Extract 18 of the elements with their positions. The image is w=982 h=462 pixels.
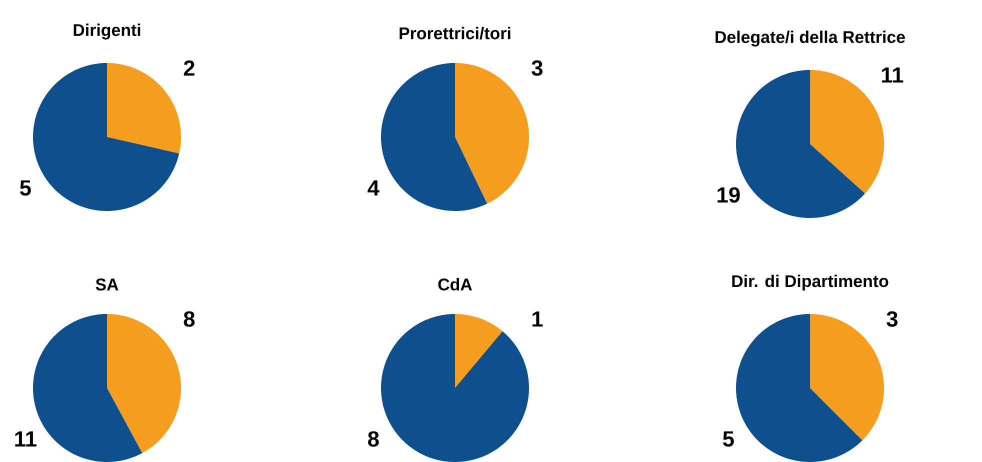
data-label: 8 [368,431,379,447]
chart-title: CdA [438,278,472,290]
chart-title: Dirigenti [74,24,140,40]
data-label: 5 [20,180,31,196]
chart-title: Dir. di Dipartimento [732,274,888,290]
data-label: 19 [718,187,740,203]
data-label: 1 [532,311,543,327]
chart-title: Prorettrici/tori [400,26,510,40]
data-label: 11 [882,67,904,83]
data-label: 3 [532,60,543,76]
chart-title: SA [96,278,118,290]
data-label: 5 [723,431,734,447]
chart-title: Delegate/i della Rettrice [716,30,905,46]
data-label: 4 [368,180,380,196]
data-label: 2 [184,60,194,76]
data-label: 8 [184,311,195,327]
data-label: 11 [15,431,36,447]
data-label: 3 [886,311,898,327]
